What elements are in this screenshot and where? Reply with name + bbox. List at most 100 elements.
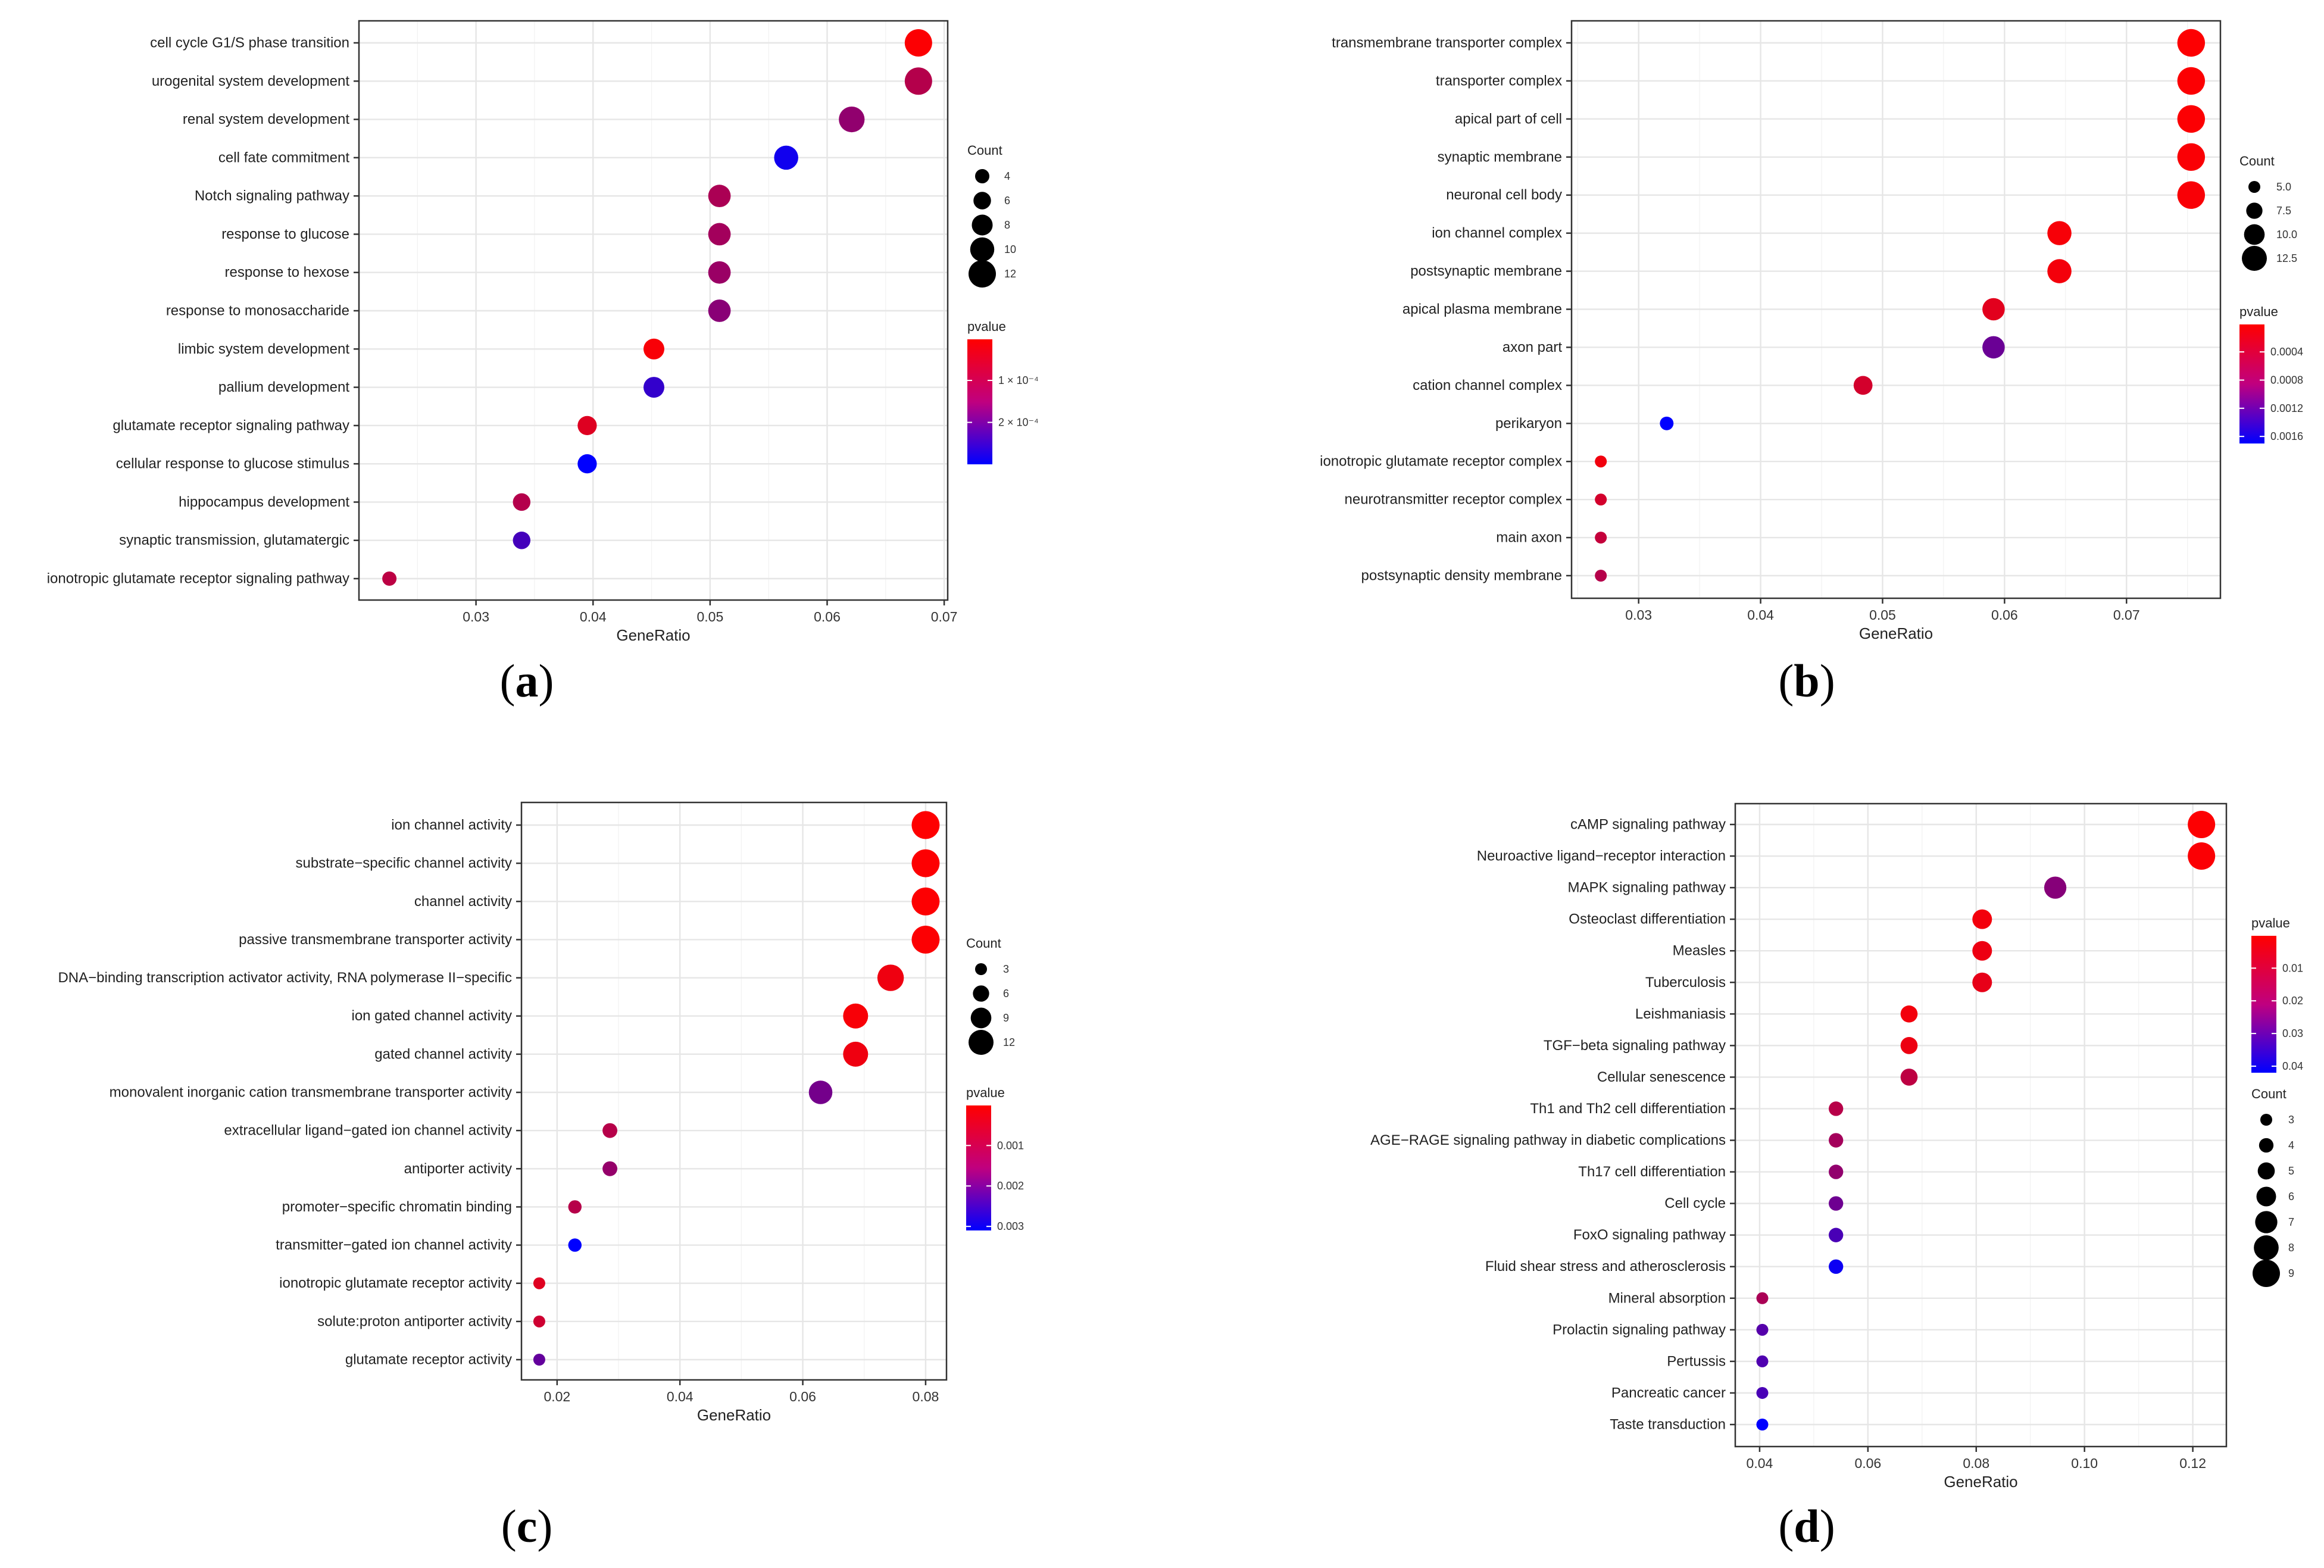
y-tick-label: MAPK signaling pathway [1568,880,1726,896]
data-point [911,811,940,839]
count-legend-dot [2253,1260,2280,1287]
y-tick-label: Notch signaling pathway [195,188,349,204]
colorbar-tick-label: 0.02 [2282,995,2303,1007]
data-point [1972,941,1992,961]
count-legend-title: Count [967,143,1002,158]
y-tick-label: gated channel activity [374,1046,512,1062]
data-point [568,1200,582,1214]
y-tick-label: apical plasma membrane [1402,301,1562,317]
x-tick-label: 0.06 [814,609,841,624]
count-legend-dot [2255,1211,2278,1233]
data-point [577,416,597,435]
count-legend-dot [969,1030,994,1055]
data-point [708,185,731,208]
count-legend-dot [2242,246,2267,271]
data-point [2177,67,2206,95]
colorbar-tick-label: 0.0004 [2270,346,2303,358]
data-point [708,299,731,322]
pvalue-colorbar [2251,936,2276,1073]
y-tick-label: Leishmaniasis [1635,1006,1726,1022]
count-legend-label: 9 [2288,1267,2294,1279]
count-legend-label: 12 [1004,268,1016,280]
count-legend-label: 7 [2288,1216,2294,1228]
data-point [2047,221,2072,245]
y-tick-label: monovalent inorganic cation transmembran… [110,1085,512,1101]
y-tick-label: perikaryon [1495,416,1562,432]
colorbar-tick-label: 0.01 [2282,962,2303,974]
x-tick-label: 0.05 [1869,607,1896,623]
count-legend-title: Count [2251,1086,2286,1101]
colorbar-tick-label: 0.0008 [2270,374,2303,386]
data-point [533,1354,545,1366]
count-legend-dot [970,1007,992,1029]
data-point [2177,29,2206,57]
y-tick-label: ionotropic glutamate receptor signaling … [47,571,349,587]
data-point [1972,972,1992,992]
y-tick-label: antiporter activity [404,1161,512,1177]
y-tick-label: cation channel complex [1413,377,1562,393]
data-point [602,1123,618,1138]
y-tick-label: glutamate receptor activity [345,1352,512,1368]
data-point [2047,259,2072,283]
x-tick-label: 0.04 [580,609,607,624]
y-tick-label: Cell cycle [1664,1195,1726,1211]
y-tick-label: cAMP signaling pathway [1570,817,1726,833]
y-tick-label: glutamate receptor signaling pathway [113,417,349,433]
data-point [911,849,940,877]
x-axis-title: GeneRatio [697,1406,771,1424]
x-tick-label: 0.07 [931,609,958,624]
colorbar-tick-label: 1 × 10⁻⁴ [998,374,1039,386]
x-tick-label: 0.07 [2113,607,2140,623]
data-point [2044,876,2067,899]
chart-panel-b: transmembrane transporter complex transpo… [1320,20,2303,642]
panel-label-b: (b) [1778,655,1835,707]
x-tick-label: 0.08 [913,1389,939,1404]
data-point [843,1003,869,1029]
y-tick-label: Fluid shear stress and atherosclerosis [1485,1258,1726,1275]
y-tick-label: transmembrane transporter complex [1332,35,1562,51]
y-tick-label: postsynaptic membrane [1410,263,1562,279]
count-legend-label: 6 [1004,195,1010,207]
count-legend-label: 3 [2288,1114,2294,1126]
count-legend-dot [973,192,991,210]
y-tick-label: Pertussis [1667,1353,1726,1369]
y-tick-label: urogenital system development [152,73,350,89]
pvalue-colorbar [967,339,992,464]
y-tick-label: extracellular ligand−gated ion channel a… [224,1123,512,1139]
data-point [533,1277,545,1289]
data-point [513,531,531,549]
count-legend-dot [975,963,987,975]
data-point [382,571,397,586]
count-legend-dot [970,237,995,262]
count-legend-dot [2244,224,2265,245]
y-tick-label: Prolactin signaling pathway [1553,1322,1726,1338]
y-tick-label: apical part of cell [1455,111,1562,127]
data-point [911,887,940,916]
x-tick-label: 0.03 [1625,607,1652,623]
count-legend-label: 3 [1003,963,1009,975]
y-tick-label: Taste transduction [1610,1417,1726,1433]
y-tick-label: hippocampus development [179,494,349,510]
y-tick-label: solute:proton antiporter activity [317,1313,512,1329]
y-tick-label: Cellular senescence [1597,1069,1726,1085]
data-point [1982,298,2005,321]
y-tick-label: neuronal cell body [1446,187,1562,203]
y-tick-label: ion gated channel activity [351,1008,512,1024]
y-tick-label: ionotropic glutamate receptor complex [1320,454,1562,470]
count-legend-dot [2246,202,2263,219]
x-tick-label: 0.08 [1963,1455,1989,1471]
count-legend-dot [2256,1186,2276,1207]
colorbar-tick-label: 0.04 [2282,1060,2303,1072]
count-legend-title: Count [2239,154,2275,168]
y-tick-label: ion channel activity [391,817,512,833]
data-point [1853,376,1873,395]
count-legend-label: 9 [1003,1012,1009,1024]
y-tick-label: TGF−beta signaling pathway [1544,1038,1726,1054]
data-point [602,1161,618,1176]
count-legend-title: Count [966,936,1001,951]
data-point [568,1238,582,1252]
count-legend-dot [972,214,993,236]
data-point [1756,1386,1769,1399]
data-point [533,1315,545,1328]
